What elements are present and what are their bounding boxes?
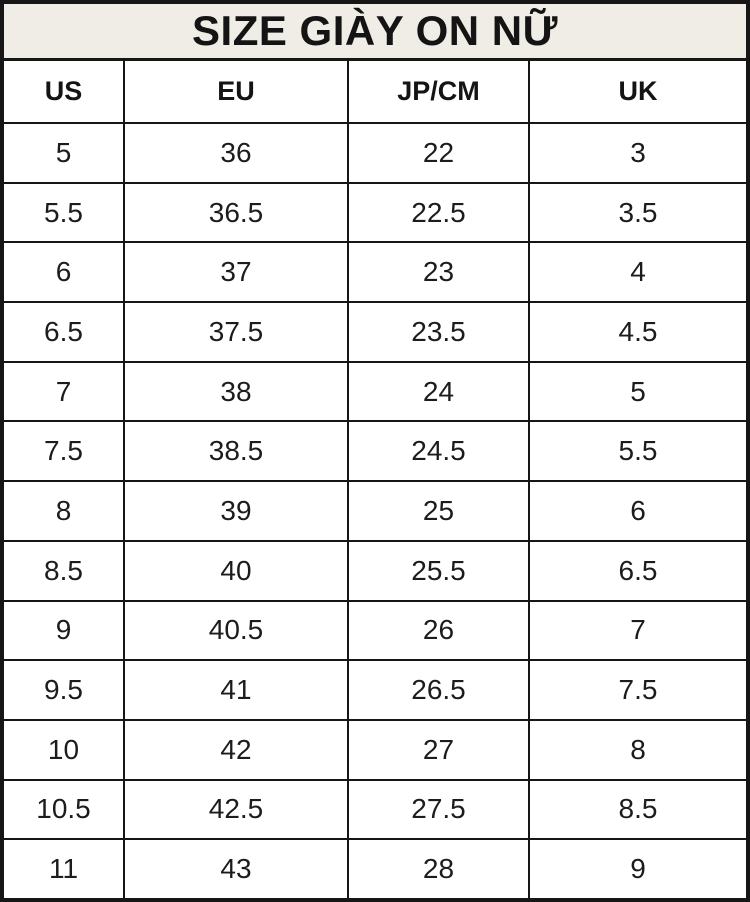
table-cell: 28	[349, 840, 530, 898]
table-row: 5 36 22 3	[4, 124, 746, 184]
table-cell: 5.5	[618, 435, 658, 467]
table-cell: 23	[349, 243, 530, 302]
table-cell: 26	[349, 601, 530, 660]
column-header-us: US	[4, 61, 125, 122]
table-cell: 3	[630, 136, 646, 168]
table-cell: 7.5	[4, 422, 125, 481]
table-row: 6 37 23 4	[4, 243, 746, 304]
table-cell: 25	[349, 482, 530, 540]
table-cell: 11	[4, 840, 125, 898]
table-row: 8 39 25 6	[4, 482, 746, 542]
table-cell: 40	[125, 541, 349, 600]
table-cell: 42.5	[125, 780, 349, 839]
table-cell: 36.5	[125, 183, 349, 242]
table-row: 10 42 27 8	[4, 720, 746, 781]
table-row: 7.5 38.5 24.5 5.5	[4, 422, 746, 483]
table-header-row: US EU JP/CM UK	[4, 61, 746, 124]
table-cell: 8.5	[618, 793, 658, 825]
table-cell: 7	[4, 362, 125, 421]
table-cell: 40.5	[125, 601, 349, 660]
table-cell: 5.5	[4, 183, 125, 242]
table-cell: 10	[4, 720, 125, 779]
table-row: 6.5 37.5 23.5 4.5	[4, 303, 746, 363]
table-body: 5 36 22 3 5.5 36.5 22.5 3.5 6 37 23 4 6.5 37.5 23.5 4.5…	[4, 124, 746, 898]
table-cell: 6	[630, 494, 646, 526]
table-cell: 6.5	[4, 303, 125, 361]
table-cell: 43	[125, 840, 349, 898]
table-cell: 27.5	[349, 780, 530, 839]
table-cell: 6	[4, 243, 125, 302]
table-cell: 6.5	[618, 554, 658, 586]
table-row: 7 38 24 5	[4, 362, 746, 423]
table-cell: 41	[125, 661, 349, 719]
table-cell: 37.5	[125, 303, 349, 361]
table-cell: 27	[349, 720, 530, 779]
table-cell: 24	[349, 362, 530, 421]
table-cell: 3.5	[618, 196, 658, 228]
table-cell: 36	[125, 124, 349, 182]
table-cell: 7	[630, 614, 646, 646]
table-cell: 22.5	[349, 183, 530, 242]
table-cell: 9	[630, 853, 646, 885]
table-row: 9 40.5 26 7	[4, 601, 746, 662]
table-cell: 24.5	[349, 422, 530, 481]
table-row: 9.5 41 26.5 7.5	[4, 661, 746, 721]
table-cell: 39	[125, 482, 349, 540]
table-cell: 9	[4, 601, 125, 660]
table-cell: 38.5	[125, 422, 349, 481]
table-cell: 38	[125, 362, 349, 421]
table-cell: 10.5	[4, 780, 125, 839]
column-header-uk: UK	[618, 76, 658, 106]
table-cell: 42	[125, 720, 349, 779]
table-cell: 4	[630, 256, 646, 288]
column-header-jpcm: JP/CM	[349, 61, 530, 122]
table-title: SIZE GIÀY ON NỮ	[4, 4, 746, 61]
table-cell: 5	[630, 375, 646, 407]
table-row: 10.5 42.5 27.5 8.5	[4, 780, 746, 841]
column-header-eu: EU	[125, 61, 349, 122]
table-cell: 37	[125, 243, 349, 302]
table-row: 5.5 36.5 22.5 3.5	[4, 183, 746, 244]
table-cell: 23.5	[349, 303, 530, 361]
table-cell: 9.5	[4, 661, 125, 719]
table-cell: 25.5	[349, 541, 530, 600]
table-row: 11 43 28 9	[4, 840, 746, 898]
table-cell: 22	[349, 124, 530, 182]
table-cell: 8.5	[4, 541, 125, 600]
table-cell: 26.5	[349, 661, 530, 719]
table-row: 8.5 40 25.5 6.5	[4, 541, 746, 602]
table-cell: 7.5	[618, 674, 658, 706]
table-cell: 4.5	[618, 315, 658, 347]
table-cell: 8	[4, 482, 125, 540]
table-cell: 8	[630, 733, 646, 765]
table-cell: 5	[4, 124, 125, 182]
